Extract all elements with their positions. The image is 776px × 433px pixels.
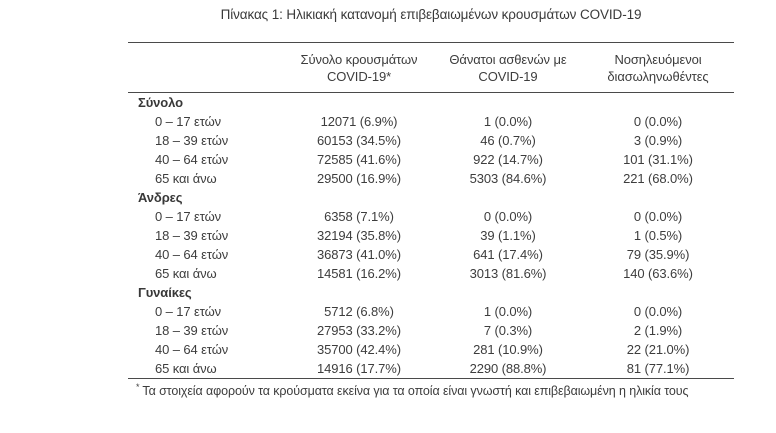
section-name: Σύνολο bbox=[138, 95, 183, 110]
table-row: 18 – 39 ετών 27953 (33.2%) 7 (0.3%) 2 (1… bbox=[128, 321, 734, 340]
footnote-marker: * bbox=[136, 382, 140, 392]
age-group-label: 18 – 39 ετών bbox=[155, 133, 229, 148]
table-row: 40 – 64 ετών 72585 (41.6%) 922 (14.7%) 1… bbox=[128, 150, 734, 169]
deaths-value: 1 (0.0%) bbox=[483, 114, 533, 129]
table-header-row: Σύνολο κρουσμάτων COVID-19* Θάνατοι ασθε… bbox=[128, 42, 734, 93]
footnote-text: Τα στοιχεία αφορούν τα κρούσματα εκείνα … bbox=[142, 384, 689, 399]
deaths-value: 46 (0.7%) bbox=[480, 133, 536, 148]
table-row: 0 – 17 ετών 12071 (6.9%) 1 (0.0%) 0 (0.0… bbox=[128, 112, 734, 131]
age-group-label: 40 – 64 ετών bbox=[155, 152, 229, 167]
intubated-value: 101 (31.1%) bbox=[623, 152, 693, 167]
deaths-value: 2290 (88.8%) bbox=[469, 361, 547, 376]
age-group-label: 40 – 64 ετών bbox=[155, 342, 229, 357]
col-header-intubated: Νοσηλευόμενοι διασωληνωθέντες bbox=[582, 42, 734, 93]
age-group-label: 65 και άνω bbox=[155, 266, 217, 281]
intubated-value: 0 (0.0%) bbox=[633, 304, 683, 319]
cases-value: 29500 (16.9%) bbox=[317, 171, 401, 186]
deaths-value: 281 (10.9%) bbox=[473, 342, 543, 357]
section-row-women: Γυναίκες bbox=[128, 283, 734, 302]
table-row: 65 και άνω 14581 (16.2%) 3013 (81.6%) 14… bbox=[128, 264, 734, 283]
table-body: Σύνολο 0 – 17 ετών 12071 (6.9%) 1 (0.0%)… bbox=[128, 93, 734, 379]
deaths-value: 7 (0.3%) bbox=[483, 323, 533, 338]
intubated-value: 0 (0.0%) bbox=[633, 209, 683, 224]
section-name: Άνδρες bbox=[138, 190, 183, 205]
section-name: Γυναίκες bbox=[138, 285, 192, 300]
table-title: Πίνακας 1: Ηλικιακή κατανομή επιβεβαιωμέ… bbox=[220, 7, 642, 22]
age-group-label: 18 – 39 ετών bbox=[155, 323, 229, 338]
deaths-value: 39 (1.1%) bbox=[480, 228, 536, 243]
col-header-deaths: Θάνατοι ασθενών με COVID-19 bbox=[434, 42, 582, 93]
table-row: 18 – 39 ετών 32194 (35.8%) 39 (1.1%) 1 (… bbox=[128, 226, 734, 245]
age-group-label: 65 και άνω bbox=[155, 361, 217, 376]
intubated-value: 1 (0.5%) bbox=[633, 228, 683, 243]
cases-value: 12071 (6.9%) bbox=[320, 114, 398, 129]
col-header-cases: Σύνολο κρουσμάτων COVID-19* bbox=[284, 42, 434, 93]
intubated-value: 81 (77.1%) bbox=[626, 361, 690, 376]
cases-value: 60153 (34.5%) bbox=[317, 133, 401, 148]
age-group-label: 65 και άνω bbox=[155, 171, 217, 186]
cases-value: 32194 (35.8%) bbox=[317, 228, 401, 243]
table-footnote: * Τα στοιχεία αφορούν τα κρούσματα εκείνα… bbox=[128, 382, 734, 398]
cases-value: 35700 (42.4%) bbox=[317, 342, 401, 357]
table-row: 40 – 64 ετών 35700 (42.4%) 281 (10.9%) 2… bbox=[128, 340, 734, 359]
table-row: 65 και άνω 14916 (17.7%) 2290 (88.8%) 81… bbox=[128, 359, 734, 379]
table-row: 0 – 17 ετών 5712 (6.8%) 1 (0.0%) 0 (0.0%… bbox=[128, 302, 734, 321]
intubated-value: 2 (1.9%) bbox=[633, 323, 683, 338]
table-header: Σύνολο κρουσμάτων COVID-19* Θάνατοι ασθε… bbox=[128, 42, 734, 93]
intubated-value: 221 (68.0%) bbox=[623, 171, 693, 186]
deaths-value: 1 (0.0%) bbox=[483, 304, 533, 319]
cases-value: 72585 (41.6%) bbox=[317, 152, 401, 167]
cases-value: 14581 (16.2%) bbox=[317, 266, 401, 281]
age-group-label: 0 – 17 ετών bbox=[155, 114, 222, 129]
age-group-label: 18 – 39 ετών bbox=[155, 228, 229, 243]
table-row: 18 – 39 ετών 60153 (34.5%) 46 (0.7%) 3 (… bbox=[128, 131, 734, 150]
table-row: 65 και άνω 29500 (16.9%) 5303 (84.6%) 22… bbox=[128, 169, 734, 188]
age-group-label: 0 – 17 ετών bbox=[155, 209, 222, 224]
table-row: 0 – 17 ετών 6358 (7.1%) 0 (0.0%) 0 (0.0%… bbox=[128, 207, 734, 226]
deaths-value: 0 (0.0%) bbox=[483, 209, 533, 224]
cases-value: 5712 (6.8%) bbox=[324, 304, 394, 319]
intubated-value: 3 (0.9%) bbox=[633, 133, 683, 148]
deaths-value: 5303 (84.6%) bbox=[469, 171, 547, 186]
table-row: 40 – 64 ετών 36873 (41.0%) 641 (17.4%) 7… bbox=[128, 245, 734, 264]
cases-value: 27953 (33.2%) bbox=[317, 323, 401, 338]
intubated-value: 0 (0.0%) bbox=[633, 114, 683, 129]
intubated-value: 22 (21.0%) bbox=[626, 342, 690, 357]
cases-value: 36873 (41.0%) bbox=[317, 247, 401, 262]
section-row-total: Σύνολο bbox=[128, 93, 734, 113]
section-row-men: Άνδρες bbox=[128, 188, 734, 207]
document-content: Πίνακας 1: Ηλικιακή κατανομή επιβεβαιωμέ… bbox=[128, 0, 734, 398]
deaths-value: 3013 (81.6%) bbox=[469, 266, 547, 281]
age-group-label: 0 – 17 ετών bbox=[155, 304, 222, 319]
intubated-value: 79 (35.9%) bbox=[626, 247, 690, 262]
covid-age-distribution-table: Σύνολο κρουσμάτων COVID-19* Θάνατοι ασθε… bbox=[128, 42, 734, 379]
col-header-empty bbox=[128, 42, 284, 93]
cases-value: 6358 (7.1%) bbox=[324, 209, 394, 224]
deaths-value: 641 (17.4%) bbox=[473, 247, 543, 262]
age-group-label: 40 – 64 ετών bbox=[155, 247, 229, 262]
intubated-value: 140 (63.6%) bbox=[623, 266, 693, 281]
cases-value: 14916 (17.7%) bbox=[317, 361, 401, 376]
deaths-value: 922 (14.7%) bbox=[473, 152, 543, 167]
